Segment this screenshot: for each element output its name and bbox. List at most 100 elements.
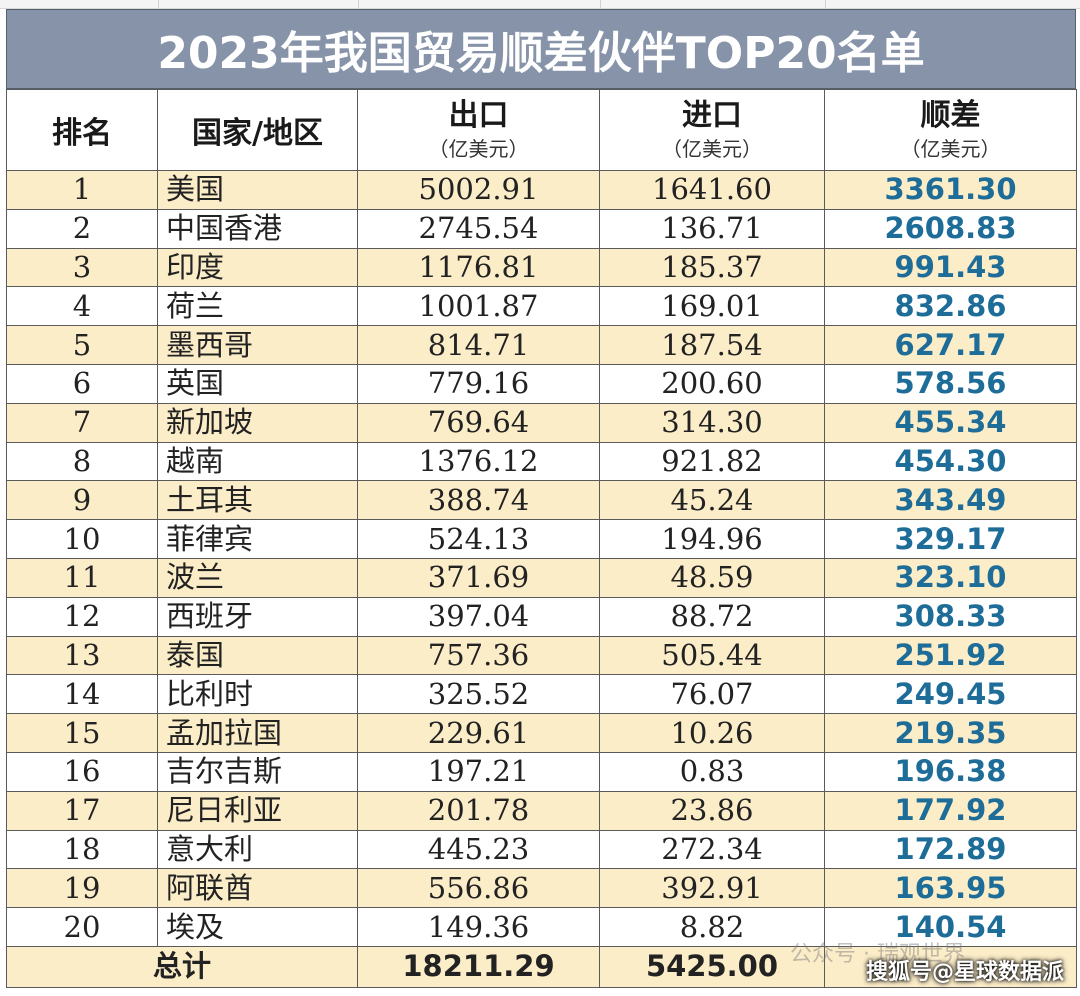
country-cell: 泰国 <box>157 635 358 676</box>
import-cell: 48.59 <box>599 557 825 598</box>
table-row: 2 中国香港 2745.54 136.71 2608.83 <box>6 208 1077 249</box>
total-surplus-empty <box>824 945 1077 988</box>
surplus-cell: 578.56 <box>824 363 1077 404</box>
country-cell: 西班牙 <box>157 596 358 637</box>
import-cell: 0.83 <box>599 751 825 792</box>
country-cell: 美国 <box>157 170 358 210</box>
rank-cell: 17 <box>6 790 158 831</box>
total-export: 18211.29 <box>357 945 600 988</box>
export-cell: 5002.91 <box>357 170 600 210</box>
table-row: 4 荷兰 1001.87 169.01 832.86 <box>6 286 1077 327</box>
import-cell: 392.91 <box>599 868 825 909</box>
header-surplus: 顺差 （亿美元） <box>824 89 1077 171</box>
surplus-cell: 455.34 <box>824 402 1077 443</box>
total-row: 总计 18211.29 5425.00 <box>6 945 1077 988</box>
surplus-cell: 3361.30 <box>824 170 1077 210</box>
country-cell: 土耳其 <box>157 480 358 521</box>
export-cell: 524.13 <box>357 519 600 559</box>
import-cell: 185.37 <box>599 247 825 288</box>
export-cell: 229.61 <box>357 713 600 753</box>
export-cell: 197.21 <box>357 751 600 792</box>
import-cell: 23.86 <box>599 790 825 831</box>
header-export: 出口 （亿美元） <box>357 89 600 171</box>
country-cell: 埃及 <box>157 907 358 947</box>
country-cell: 孟加拉国 <box>157 713 358 753</box>
export-cell: 1376.12 <box>357 441 600 482</box>
surplus-cell: 172.89 <box>824 829 1077 870</box>
export-cell: 325.52 <box>357 674 600 715</box>
country-cell: 波兰 <box>157 557 358 598</box>
rank-cell: 3 <box>6 247 158 288</box>
table-row: 19 阿联酋 556.86 392.91 163.95 <box>6 868 1077 909</box>
import-cell: 88.72 <box>599 596 825 637</box>
surplus-cell: 163.95 <box>824 868 1077 909</box>
rank-cell: 10 <box>6 519 158 559</box>
surplus-cell: 251.92 <box>824 635 1077 676</box>
country-cell: 越南 <box>157 441 358 482</box>
country-cell: 阿联酋 <box>157 868 358 909</box>
import-cell: 194.96 <box>599 519 825 559</box>
rank-cell: 8 <box>6 441 158 482</box>
rank-cell: 7 <box>6 402 158 443</box>
table-row: 3 印度 1176.81 185.37 991.43 <box>6 247 1077 288</box>
import-cell: 921.82 <box>599 441 825 482</box>
surplus-cell: 2608.83 <box>824 208 1077 249</box>
rank-cell: 12 <box>6 596 158 637</box>
trade-surplus-table: 排名 国家/地区 出口 （亿美元） 进口 （亿美元） 顺差 （亿美元） 1 美国 5… <box>6 89 1077 988</box>
rank-cell: 11 <box>6 557 158 598</box>
surplus-cell: 196.38 <box>824 751 1077 792</box>
watermark-faint: 公众号 · 瑞观世界 <box>790 942 965 967</box>
rank-cell: 1 <box>6 170 158 210</box>
total-import: 5425.00 <box>599 945 825 988</box>
export-cell: 388.74 <box>357 480 600 521</box>
country-cell: 墨西哥 <box>157 325 358 365</box>
total-label: 总计 <box>6 945 358 988</box>
table-title: 2023年我国贸易顺差伙伴TOP20名单 <box>6 9 1076 89</box>
import-cell: 187.54 <box>599 325 825 365</box>
surplus-cell: 323.10 <box>824 557 1077 598</box>
surplus-cell: 140.54 <box>824 907 1077 947</box>
export-cell: 1176.81 <box>357 247 600 288</box>
surplus-cell: 249.45 <box>824 674 1077 715</box>
header-country: 国家/地区 <box>157 89 358 171</box>
import-cell: 76.07 <box>599 674 825 715</box>
country-cell: 中国香港 <box>157 208 358 249</box>
export-cell: 556.86 <box>357 868 600 909</box>
surplus-cell: 329.17 <box>824 519 1077 559</box>
surplus-cell: 219.35 <box>824 713 1077 753</box>
surplus-cell: 177.92 <box>824 790 1077 831</box>
header-import-unit: （亿美元） <box>662 137 762 161</box>
import-cell: 10.26 <box>599 713 825 753</box>
table-row: 10 菲律宾 524.13 194.96 329.17 <box>6 519 1077 559</box>
header-export-unit: （亿美元） <box>428 137 529 161</box>
header-row: 排名 国家/地区 出口 （亿美元） 进口 （亿美元） 顺差 （亿美元） <box>6 89 1077 171</box>
import-cell: 200.60 <box>599 363 825 404</box>
export-cell: 814.71 <box>357 325 600 365</box>
rank-cell: 6 <box>6 363 158 404</box>
surplus-cell: 308.33 <box>824 596 1077 637</box>
import-cell: 169.01 <box>599 286 825 327</box>
country-cell: 印度 <box>157 247 358 288</box>
rank-cell: 14 <box>6 674 158 715</box>
table-row: 20 埃及 149.36 8.82 140.54 <box>6 907 1077 947</box>
rank-cell: 18 <box>6 829 158 870</box>
export-cell: 2745.54 <box>357 208 600 249</box>
export-cell: 445.23 <box>357 829 600 870</box>
surplus-cell: 991.43 <box>824 247 1077 288</box>
table-row: 16 吉尔吉斯 197.21 0.83 196.38 <box>6 751 1077 792</box>
import-cell: 505.44 <box>599 635 825 676</box>
table-row: 14 比利时 325.52 76.07 249.45 <box>6 674 1077 715</box>
import-cell: 272.34 <box>599 829 825 870</box>
surplus-cell: 454.30 <box>824 441 1077 482</box>
country-cell: 尼日利亚 <box>157 790 358 831</box>
country-cell: 新加坡 <box>157 402 358 443</box>
table-row: 5 墨西哥 814.71 187.54 627.17 <box>6 325 1077 365</box>
rank-cell: 13 <box>6 635 158 676</box>
country-cell: 英国 <box>157 363 358 404</box>
header-export-label: 出口 <box>448 98 509 133</box>
header-surplus-label: 顺差 <box>920 98 981 133</box>
table-row: 17 尼日利亚 201.78 23.86 177.92 <box>6 790 1077 831</box>
table-row: 7 新加坡 769.64 314.30 455.34 <box>6 402 1077 443</box>
export-cell: 769.64 <box>357 402 600 443</box>
rank-cell: 9 <box>6 480 158 521</box>
